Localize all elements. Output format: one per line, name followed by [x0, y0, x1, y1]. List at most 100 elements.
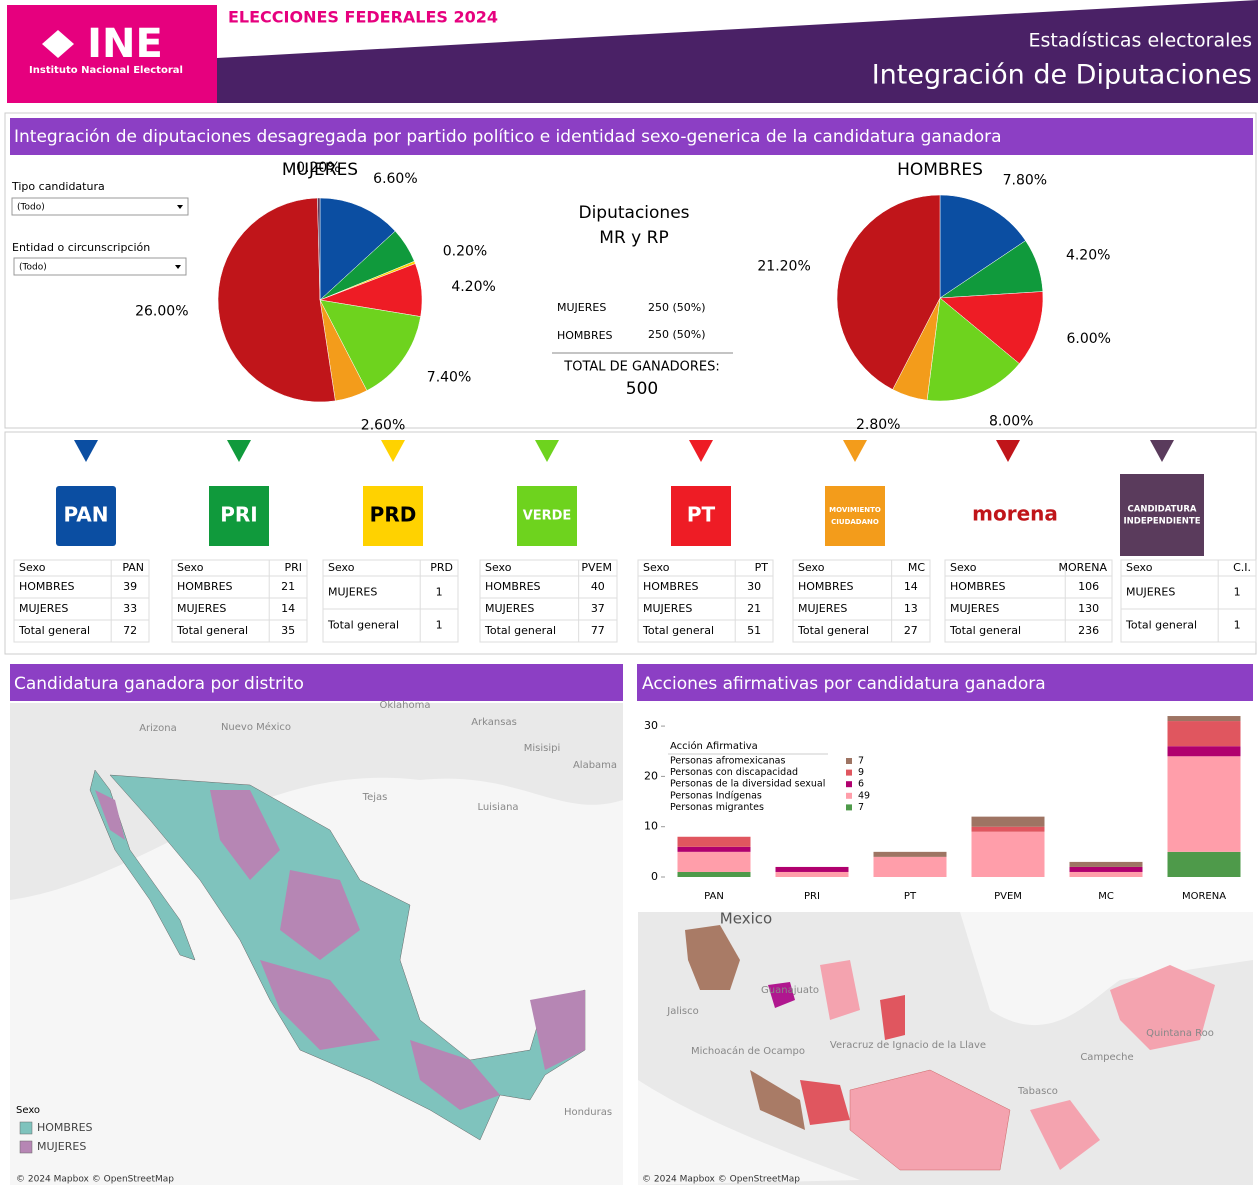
legend-label: Personas de la diversidad sexual	[670, 779, 825, 790]
table-cell: 51	[747, 624, 761, 637]
table-cell: MUJERES	[19, 602, 68, 615]
summary-title: Diputaciones	[578, 203, 689, 223]
map-place: Campeche	[1080, 1052, 1133, 1063]
table-header: Sexo	[328, 561, 355, 574]
pie-label: 0.20%	[296, 160, 340, 176]
table-cell: 35	[281, 624, 295, 637]
filter-select[interactable]	[13, 257, 187, 276]
table-cell: HOMBRES	[485, 580, 541, 593]
table-header: Sexo	[1126, 561, 1153, 574]
section-title: Acciones afirmativas por candidatura gan…	[642, 674, 1046, 694]
table-header: MC	[908, 561, 925, 574]
pie-slice	[319, 197, 396, 301]
credit: © 2024 Mapbox © OpenStreetMap	[16, 1175, 174, 1185]
bar-segment	[873, 851, 947, 857]
bar-segment	[677, 846, 751, 852]
table-cell: MUJERES	[1126, 586, 1175, 599]
legend-label: Personas Indígenas	[670, 790, 762, 801]
legend-title: Acción Afirmativa	[670, 740, 758, 752]
table-cell: 236	[1078, 624, 1099, 637]
filter-select[interactable]	[11, 197, 189, 216]
table-header: Sexo	[177, 561, 204, 574]
table-cell: Total general	[484, 624, 556, 637]
x-tick-label: PT	[904, 891, 917, 902]
table-cell: Total general	[327, 619, 399, 632]
table-header: PVEM	[581, 561, 612, 574]
legend-label: Personas con discapacidad	[670, 767, 798, 778]
map-region	[750, 1070, 805, 1130]
pie-label: 7.80%	[1003, 173, 1047, 189]
section-title: Integración de diputaciones desagregada …	[14, 127, 1002, 147]
summary-value: 250 (50%)	[648, 328, 706, 341]
map-region	[109, 774, 586, 1141]
table-header: C.I.	[1233, 561, 1251, 574]
party-logo	[363, 486, 423, 546]
legend-swatch	[19, 1140, 33, 1154]
map-region	[410, 1040, 500, 1110]
table-cell: MUJERES	[950, 602, 999, 615]
bar-segment	[1069, 861, 1143, 867]
bar-segment	[1167, 756, 1241, 852]
table-cell: 39	[123, 580, 137, 593]
legend-label: HOMBRES	[37, 1121, 93, 1134]
table-cell: 130	[1078, 602, 1099, 615]
table-frame	[322, 559, 459, 643]
bar-segment	[677, 836, 751, 847]
table-cell: 1	[436, 619, 443, 632]
map-region	[95, 790, 125, 840]
total-label: TOTAL DE GANADORES:	[563, 360, 719, 375]
map-place: Veracruz de Ignacio de la Llave	[830, 1040, 986, 1051]
table-frame	[944, 559, 1113, 643]
legend-swatch	[846, 804, 852, 811]
summary-value: 250 (50%)	[648, 301, 706, 314]
header-band	[217, 0, 1258, 103]
legend-value: 7	[858, 802, 864, 813]
party-marker	[689, 440, 713, 462]
map-region	[768, 982, 795, 1008]
bar-segment	[971, 831, 1045, 877]
table-cell: 14	[281, 602, 295, 615]
filter-value: (Todo)	[17, 203, 45, 213]
legend-title: Sexo	[16, 1105, 40, 1116]
summary-label: HOMBRES	[557, 329, 613, 342]
logo-text: morena	[972, 502, 1058, 526]
map-sea	[960, 912, 1253, 1026]
bar-segment	[1167, 851, 1241, 877]
bar-segment	[775, 871, 849, 877]
table-cell: Total general	[18, 624, 90, 637]
pie-label: 2.60%	[361, 418, 405, 434]
bar-segment	[1069, 871, 1143, 877]
filter-label: Entidad o circunscripción	[12, 241, 150, 254]
table-cell: 21	[281, 580, 295, 593]
legend-swatch	[846, 769, 852, 776]
table-cell: 1	[436, 586, 443, 599]
table-header: PRI	[284, 561, 302, 574]
table-header: Sexo	[643, 561, 670, 574]
legend-label: Personas migrantes	[670, 802, 764, 813]
table-cell: HOMBRES	[950, 580, 1006, 593]
title: Integración de Diputaciones	[872, 60, 1252, 91]
party-logo	[56, 486, 116, 546]
map-place: Honduras	[564, 1107, 612, 1118]
map-place: Jalisco	[666, 1006, 698, 1017]
logo-text: CIUDADANO	[831, 518, 879, 526]
table-cell: 33	[123, 602, 137, 615]
table-cell: MUJERES	[177, 602, 226, 615]
table-cell: MUJERES	[798, 602, 847, 615]
map-region	[685, 925, 740, 990]
map-place: Tejas	[362, 792, 388, 803]
logo-diamond	[42, 30, 74, 58]
party-marker	[74, 440, 98, 462]
dropdown-arrow	[175, 265, 181, 269]
bar-segment	[873, 856, 947, 877]
pie-slice	[939, 291, 1044, 365]
table-header: MORENA	[1059, 561, 1108, 574]
party-logo	[517, 486, 577, 546]
y-tick-label: 30	[644, 719, 658, 732]
table-header: Sexo	[19, 561, 46, 574]
pie-slice	[217, 197, 336, 403]
total: 500	[626, 379, 658, 399]
table-cell: HOMBRES	[798, 580, 854, 593]
party-logo	[209, 486, 269, 546]
panel	[4, 112, 1257, 429]
